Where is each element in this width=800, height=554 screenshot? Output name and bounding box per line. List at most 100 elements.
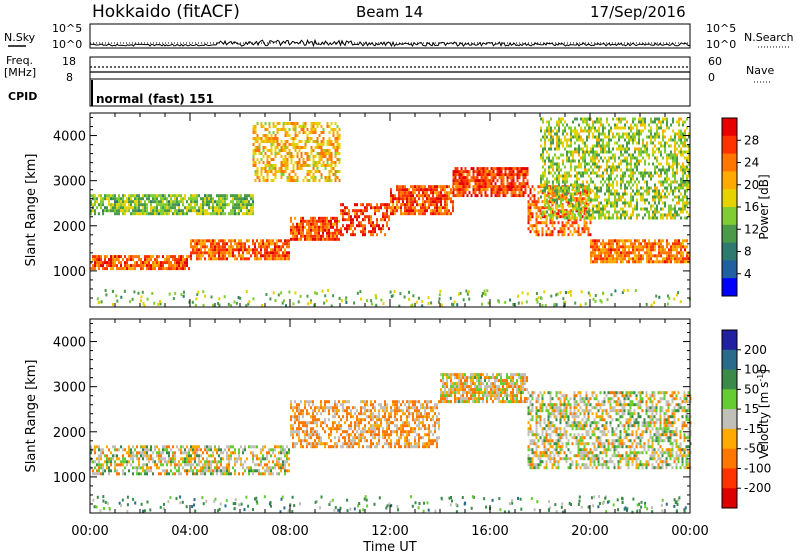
echo-cell xyxy=(412,200,414,204)
scatter-cell xyxy=(233,300,236,304)
echo-cell xyxy=(589,188,592,192)
echo-cell xyxy=(490,185,493,189)
echo-cell xyxy=(304,234,306,238)
echo-cell xyxy=(628,254,630,258)
echo-cell xyxy=(476,194,479,198)
echo-cell xyxy=(578,201,580,205)
echo-cell xyxy=(668,126,670,130)
echo-cell xyxy=(548,168,550,172)
echo-cell xyxy=(600,165,602,169)
echo-cell xyxy=(676,171,678,175)
echo-cell xyxy=(280,167,283,170)
echo-cell xyxy=(446,212,448,216)
echo-cell xyxy=(142,194,144,198)
echo-cell xyxy=(620,213,622,217)
echo-cell xyxy=(564,171,566,175)
echo-cell xyxy=(416,200,418,204)
echo-cell xyxy=(136,445,138,449)
echo-cell xyxy=(654,189,656,193)
echo-cell xyxy=(510,173,513,177)
echo-cell xyxy=(342,203,344,207)
echo-cell xyxy=(620,198,622,202)
echo-cell xyxy=(270,179,273,182)
echo-cell xyxy=(672,180,674,184)
echo-cell xyxy=(678,144,680,148)
echo-cell xyxy=(650,251,652,255)
echo-cell xyxy=(545,218,548,222)
echo-cell xyxy=(527,209,530,213)
echo-cell xyxy=(238,242,240,246)
echo-cell xyxy=(434,185,436,189)
echo-cell xyxy=(212,203,214,207)
echo-cell xyxy=(608,260,610,264)
echo-cell xyxy=(542,120,544,124)
echo-cell xyxy=(544,174,546,178)
echo-cell xyxy=(686,201,688,205)
echo-cell xyxy=(292,225,294,229)
echo-cell xyxy=(666,168,668,172)
echo-cell xyxy=(589,221,592,225)
echo-cell xyxy=(254,128,257,131)
scatter-cell xyxy=(360,297,363,301)
echo-cell xyxy=(634,123,636,127)
echo-cell xyxy=(602,144,604,148)
echo-cell xyxy=(156,209,158,213)
echo-cell xyxy=(676,180,678,184)
echo-cell xyxy=(272,158,275,161)
echo-cell xyxy=(636,129,638,133)
echo-cell xyxy=(230,194,232,198)
echo-cell xyxy=(510,188,513,192)
echo-cell xyxy=(584,126,586,130)
echo-cell xyxy=(494,194,497,198)
echo-cell xyxy=(616,254,618,258)
scatter-cell xyxy=(594,300,597,303)
echo-cell xyxy=(640,117,642,121)
echo-cell xyxy=(90,261,92,265)
echo-cell xyxy=(192,457,194,461)
echo-cell xyxy=(422,188,424,192)
echo-cell xyxy=(262,146,265,149)
echo-cell xyxy=(140,454,142,458)
echo-cell xyxy=(464,185,467,189)
echo-cell xyxy=(539,221,542,225)
echo-cell xyxy=(94,194,96,198)
echo-cell xyxy=(634,180,636,184)
echo-cell xyxy=(672,117,674,121)
echo-cell xyxy=(446,203,448,207)
echo-cell xyxy=(248,194,250,198)
echo-cell xyxy=(668,207,670,211)
echo-cell xyxy=(550,141,552,145)
echo-cell xyxy=(622,239,624,243)
echo-cell xyxy=(557,197,560,201)
echo-cell xyxy=(579,185,582,189)
echo-cell xyxy=(486,182,489,186)
echo-cell xyxy=(598,189,600,193)
echo-cell xyxy=(585,227,588,231)
cpid-label: CPID xyxy=(8,90,37,103)
echo-cell xyxy=(606,260,608,264)
echo-cell xyxy=(582,129,584,133)
echo-cell xyxy=(514,188,517,192)
echo-cell xyxy=(202,203,204,207)
echo-cell xyxy=(502,185,505,189)
echo-cell xyxy=(634,239,636,243)
echo-cell xyxy=(510,179,513,183)
echo-cell xyxy=(522,179,525,183)
echo-cell xyxy=(564,183,566,187)
echo-cell xyxy=(302,161,305,164)
echo-cell xyxy=(630,129,632,133)
echo-cell xyxy=(274,173,277,176)
echo-cell xyxy=(520,167,523,171)
echo-cell xyxy=(582,141,584,145)
echo-cell xyxy=(568,150,570,154)
echo-cell xyxy=(436,188,438,192)
echo-cell xyxy=(180,200,182,204)
echo-cell xyxy=(154,209,156,213)
echo-cell xyxy=(206,445,208,449)
scatter-cell xyxy=(421,300,424,303)
echo-cell xyxy=(662,144,664,148)
echo-cell xyxy=(216,212,218,216)
echo-cell xyxy=(620,117,622,121)
echo-cell xyxy=(422,203,424,207)
echo-cell xyxy=(244,200,246,204)
